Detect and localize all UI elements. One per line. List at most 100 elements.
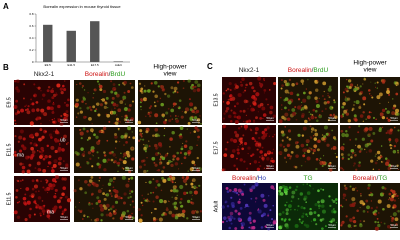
- cell: [269, 209, 272, 212]
- cell: [154, 133, 160, 138]
- cell: [309, 113, 312, 116]
- cell: [75, 206, 77, 208]
- cell: [110, 80, 113, 83]
- cell: [328, 85, 332, 89]
- cell: [50, 186, 54, 191]
- cell: [174, 181, 176, 183]
- cell: [362, 209, 366, 213]
- cell: [166, 94, 171, 98]
- cell: [396, 210, 398, 212]
- cell: [196, 118, 201, 122]
- cell: [312, 188, 314, 190]
- cell: [363, 77, 366, 79]
- cell: [392, 206, 395, 209]
- cell: [88, 216, 90, 218]
- column-header: Borealin/BrdU: [288, 67, 329, 74]
- cell: [189, 102, 194, 107]
- cell: [354, 137, 358, 141]
- cell: [239, 137, 242, 140]
- cell: [286, 117, 291, 122]
- cell: [189, 108, 193, 112]
- cell: [196, 187, 198, 189]
- cell: [268, 135, 271, 137]
- cell: [280, 217, 284, 221]
- cell: [126, 209, 130, 213]
- cell: [198, 184, 201, 187]
- cell: [170, 86, 174, 90]
- cell: [340, 224, 343, 227]
- cell: [297, 197, 300, 200]
- cell: [222, 124, 227, 129]
- cell: [152, 200, 155, 203]
- cell: [285, 208, 289, 212]
- cell: [124, 166, 129, 171]
- cell: [14, 134, 17, 138]
- cell: [243, 99, 248, 104]
- cell: [57, 118, 62, 123]
- cell: [222, 216, 227, 220]
- cell: [159, 199, 164, 204]
- cell: [352, 164, 355, 167]
- cell: [221, 168, 225, 172]
- row-label: E11.5: [6, 143, 12, 156]
- cell: [267, 227, 271, 231]
- cell: [172, 102, 177, 106]
- cell: [44, 155, 48, 159]
- cell: [58, 205, 62, 209]
- cell: [340, 204, 343, 207]
- cell: [80, 137, 83, 140]
- cell: [316, 148, 320, 152]
- cell: [143, 163, 146, 167]
- cell: [261, 106, 266, 111]
- cell: [87, 136, 91, 140]
- cell: [242, 134, 245, 137]
- cell: [105, 96, 109, 100]
- cell: [196, 168, 200, 172]
- cell: [15, 189, 19, 192]
- cell: [311, 114, 314, 116]
- cell: [332, 113, 336, 116]
- cell: [127, 180, 130, 183]
- cell: [320, 188, 323, 191]
- micrograph: 50μm: [221, 182, 277, 231]
- cell: [382, 192, 385, 195]
- cell: [230, 109, 233, 112]
- cell: [90, 202, 94, 205]
- cell: [222, 125, 226, 129]
- cell: [320, 204, 325, 208]
- cell: [47, 192, 49, 194]
- cell: [102, 184, 104, 186]
- bar: [90, 21, 100, 62]
- cell: [305, 201, 307, 203]
- cell: [328, 220, 331, 223]
- cell: [123, 192, 127, 196]
- cell: [77, 209, 80, 212]
- cell: [247, 205, 250, 208]
- cell: [87, 202, 91, 206]
- cell: [14, 112, 18, 116]
- cell: [148, 114, 152, 118]
- cell: [119, 121, 121, 123]
- cell: [91, 154, 93, 156]
- cell: [152, 90, 155, 93]
- cell: [315, 99, 319, 104]
- cell: [17, 180, 20, 183]
- cell: [232, 111, 236, 115]
- cell: [191, 178, 196, 183]
- cell: [113, 160, 117, 164]
- cell: [183, 144, 188, 148]
- cell: [252, 100, 257, 105]
- column-header: view: [163, 71, 176, 78]
- cell: [354, 87, 358, 91]
- cell: [317, 189, 320, 193]
- cell: [91, 149, 95, 153]
- cell: [289, 144, 291, 146]
- cell: [243, 124, 248, 129]
- cell: [227, 98, 230, 101]
- header-part: /: [256, 175, 258, 182]
- cell: [63, 208, 67, 212]
- cell: [267, 194, 270, 197]
- column-header: High-power: [153, 64, 187, 71]
- cell: [195, 210, 199, 214]
- cell: [46, 210, 51, 214]
